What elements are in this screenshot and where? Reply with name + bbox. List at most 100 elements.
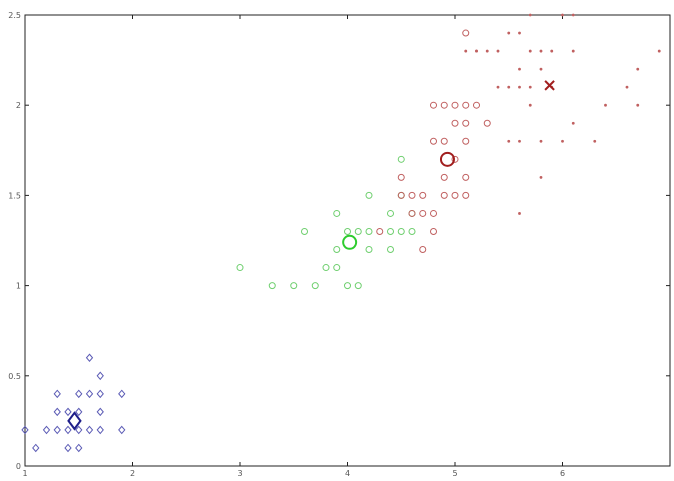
x-tick-label: 3	[237, 469, 242, 478]
data-point-dot	[518, 139, 521, 143]
data-point-dot	[636, 67, 640, 71]
data-point-circle	[440, 191, 448, 199]
data-point-circle	[322, 264, 330, 272]
x-tick-label: 4	[345, 469, 350, 478]
data-point-diamond	[75, 443, 83, 453]
data-point-circle	[419, 191, 427, 199]
y-tick-label: 1.5	[8, 191, 21, 200]
data-point-circle	[451, 155, 459, 163]
data-point-circle	[365, 191, 373, 199]
data-point-circle	[376, 227, 384, 235]
data-point-circle	[354, 227, 362, 235]
centroid-diamond	[67, 411, 82, 431]
data-point-circle	[408, 227, 416, 235]
data-point-diamond	[96, 389, 104, 399]
data-point-circle	[344, 282, 351, 290]
data-point-dot	[518, 67, 521, 71]
data-point-diamond	[53, 425, 61, 435]
data-point-circle	[408, 191, 416, 199]
data-point-circle	[408, 209, 416, 217]
data-point-dot	[528, 49, 532, 53]
data-point-circle	[451, 191, 459, 199]
data-point-diamond	[64, 407, 72, 417]
data-point-circle	[397, 173, 405, 181]
data-point-circle	[354, 282, 362, 290]
centroid-cross-stroke	[544, 80, 555, 91]
data-point-dot	[571, 121, 575, 125]
data-point-circle	[333, 209, 341, 217]
data-point-diamond	[118, 389, 126, 399]
data-point-dot	[604, 103, 607, 107]
x-tick-label: 5	[452, 469, 457, 478]
data-point-circle	[387, 227, 394, 235]
data-point-circle	[462, 119, 470, 127]
data-point-circle	[419, 209, 427, 217]
data-point-diamond	[85, 425, 94, 435]
data-point-circle	[451, 119, 459, 127]
data-point-diamond	[118, 425, 126, 435]
y-tick-label: 2.5	[8, 11, 21, 20]
centroid-circle	[342, 234, 358, 250]
data-point-circle	[462, 101, 470, 109]
data-point-circle	[462, 137, 470, 145]
data-point-circle	[483, 119, 491, 127]
data-point-dot	[518, 85, 521, 89]
data-point-circle	[440, 137, 448, 145]
data-point-circle	[387, 209, 394, 217]
data-point-circle	[419, 246, 427, 254]
data-point-circle	[430, 209, 437, 217]
data-point-circle	[430, 101, 437, 109]
data-point-circle	[344, 227, 351, 235]
data-point-circle	[236, 264, 244, 272]
data-point-diamond	[64, 443, 72, 453]
data-point-dot	[496, 85, 500, 89]
x-tick-label: 1	[22, 469, 27, 478]
data-point-dot	[507, 85, 511, 89]
data-point-diamond	[75, 407, 83, 417]
data-point-diamond	[85, 389, 94, 399]
data-point-diamond	[32, 443, 40, 453]
x-tick-label: 2	[130, 469, 135, 478]
data-point-circle	[387, 246, 394, 254]
data-point-circle	[301, 227, 308, 235]
data-point-dot	[485, 49, 489, 53]
data-point-circle	[397, 155, 405, 163]
data-point-dot	[528, 13, 532, 17]
centroid-circle	[439, 151, 455, 167]
x-tick-label: 6	[560, 469, 565, 478]
data-point-circle	[430, 227, 437, 235]
data-point-dot	[571, 49, 575, 53]
data-point-circle	[290, 282, 298, 290]
data-point-circle	[430, 137, 437, 145]
data-point-diamond	[21, 425, 29, 435]
data-point-circle	[440, 173, 448, 181]
data-point-dot	[550, 49, 554, 53]
data-point-dot	[539, 67, 543, 71]
y-tick-label: 0	[16, 462, 21, 471]
data-point-circle	[440, 101, 448, 109]
data-point-circle	[473, 101, 480, 109]
plot-frame	[24, 14, 671, 467]
data-point-circle	[462, 173, 470, 181]
data-point-diamond	[53, 407, 61, 417]
data-point-dot	[539, 49, 543, 53]
data-point-dot	[657, 49, 661, 53]
data-point-circle	[397, 191, 405, 199]
y-tick-label: 0.5	[8, 372, 21, 381]
data-point-circle	[268, 282, 276, 290]
data-point-circle	[333, 264, 341, 272]
data-point-circle	[311, 282, 319, 290]
data-point-dot	[507, 31, 511, 35]
data-point-dot	[636, 103, 640, 107]
data-point-dot	[539, 139, 543, 143]
data-point-dot	[561, 139, 564, 143]
data-point-dot	[528, 103, 532, 107]
data-point-dot	[561, 13, 564, 17]
data-point-dot	[475, 49, 478, 53]
data-point-circle	[462, 191, 470, 199]
data-point-circle	[333, 246, 341, 254]
data-point-circle	[365, 246, 373, 254]
data-point-circle	[397, 227, 405, 235]
data-point-circle	[365, 227, 373, 235]
